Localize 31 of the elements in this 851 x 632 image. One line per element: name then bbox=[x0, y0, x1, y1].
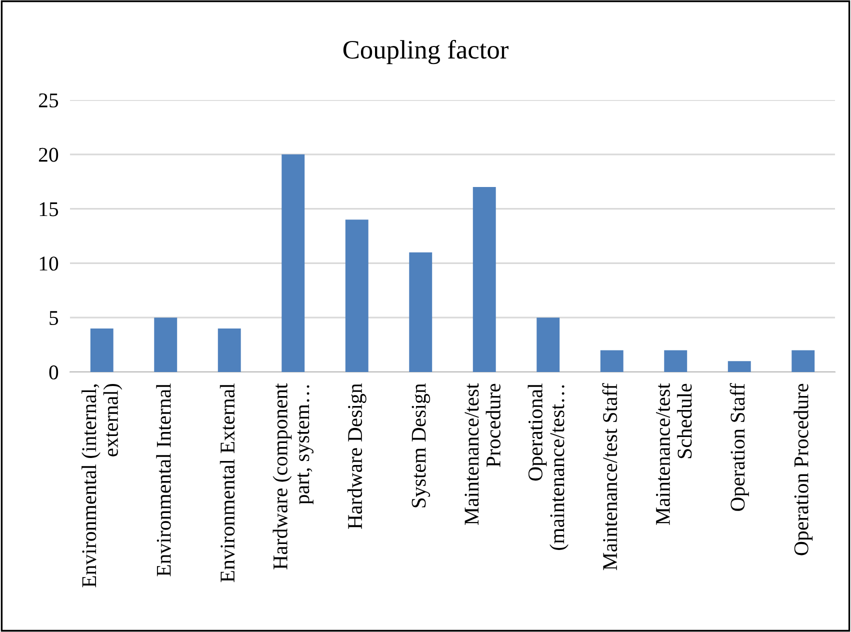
y-tick-label: 25 bbox=[38, 93, 58, 108]
bar bbox=[600, 350, 624, 372]
y-tick-label: 0 bbox=[49, 365, 58, 380]
bar bbox=[472, 187, 496, 372]
x-tick-label: Operation Procedure bbox=[794, 384, 813, 556]
bar bbox=[218, 328, 241, 372]
y-tick-label: 5 bbox=[50, 311, 58, 326]
x-tick-label: Maintenance/test Procedure bbox=[464, 383, 500, 525]
y-tick-label: 20 bbox=[38, 148, 58, 162]
bar bbox=[536, 318, 560, 372]
bar bbox=[345, 220, 368, 372]
x-tick-label: Environmental Internal bbox=[156, 384, 171, 576]
x-tick-label: Maintenance/test Schedule bbox=[656, 383, 692, 525]
bar bbox=[409, 252, 432, 372]
bar bbox=[792, 350, 815, 372]
bar bbox=[664, 350, 688, 372]
x-tick-label: Hardware (component part, system… bbox=[272, 383, 314, 570]
x-tick-label: Environmental External bbox=[220, 384, 235, 582]
x-tick-label: Operation Staff bbox=[730, 383, 749, 511]
bar bbox=[282, 154, 305, 372]
bar bbox=[154, 318, 178, 372]
x-tick-label: Operational (maintenance/test… bbox=[528, 384, 568, 550]
chart-title: Coupling factor bbox=[343, 40, 508, 64]
bar bbox=[90, 328, 114, 372]
x-tick-label: Environmental (internal, external) bbox=[82, 384, 122, 588]
x-tick-label: Hardware Design bbox=[347, 383, 366, 529]
y-tick-label: 15 bbox=[40, 202, 58, 216]
x-tick-label: Maintenance/test Staff bbox=[602, 383, 618, 570]
bar bbox=[728, 361, 751, 372]
x-tick-label: System Design bbox=[412, 383, 430, 508]
y-tick-label: 10 bbox=[40, 256, 58, 271]
